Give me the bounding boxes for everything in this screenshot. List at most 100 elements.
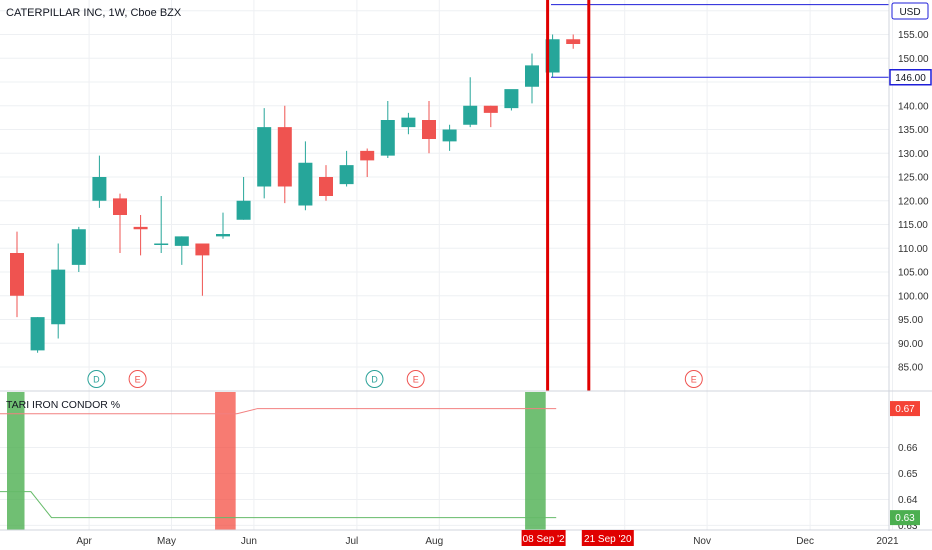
candle[interactable] — [442, 124, 457, 151]
badge-box — [521, 530, 566, 546]
badge-box — [889, 69, 932, 86]
indicator-line — [0, 491, 557, 519]
badge-label: 21 Sep '20 — [584, 534, 632, 545]
event-marker[interactable]: D — [365, 370, 384, 388]
indicator-value-badge: 0.67 — [890, 401, 920, 417]
horizontal-lines[interactable] — [551, 4, 889, 78]
badge-label: 08 Sep '2 — [523, 534, 565, 545]
time-tick-label: May — [157, 536, 176, 547]
candle[interactable] — [30, 317, 45, 353]
signal-bar-up — [525, 392, 546, 530]
event-marker[interactable]: D — [87, 370, 106, 388]
candle-body — [504, 89, 519, 109]
candle[interactable] — [422, 101, 436, 154]
candle[interactable] — [319, 165, 333, 201]
candle-body — [525, 65, 539, 87]
price-tick-label: 130.00 — [898, 149, 929, 160]
time-tick-label: Dec — [796, 536, 814, 547]
badge-box — [581, 530, 634, 546]
candle[interactable] — [133, 215, 148, 256]
price-tick-label: 100.00 — [898, 291, 929, 302]
candle[interactable] — [483, 105, 498, 128]
time-tick-label: Jul — [346, 536, 359, 547]
badge-box — [890, 401, 920, 417]
indicator-line — [0, 408, 557, 415]
candle-body — [339, 165, 354, 185]
price-tick-label: 95.00 — [898, 315, 923, 326]
time-tick-label: Nov — [693, 536, 711, 547]
candle-body — [92, 177, 107, 201]
candle-body — [277, 127, 292, 187]
indicator-axis[interactable]: 0.63 0.64 0.65 0.66 — [898, 443, 918, 532]
candle[interactable] — [360, 148, 375, 178]
candle[interactable] — [257, 108, 272, 199]
event-marker[interactable]: E — [406, 370, 425, 388]
candle[interactable] — [51, 243, 66, 339]
event-marker[interactable]: E — [684, 370, 703, 388]
price-tick-label: 115.00 — [898, 220, 928, 231]
candle[interactable] — [10, 231, 24, 318]
candle-body — [133, 226, 148, 230]
candle-body — [30, 317, 45, 351]
candle[interactable] — [195, 243, 210, 296]
indicator-title[interactable]: TARI IRON CONDOR % — [6, 399, 120, 411]
indicator-tick-label: 0.66 — [898, 443, 918, 454]
indicator-lines — [0, 408, 557, 519]
event-label: E — [691, 375, 697, 385]
price-tick-label: 135.00 — [898, 125, 929, 136]
badge-box — [890, 510, 920, 526]
candle-body — [51, 269, 66, 325]
candle[interactable] — [216, 212, 230, 239]
candle-body — [483, 105, 498, 113]
candle-body — [174, 236, 189, 246]
candle[interactable] — [154, 196, 169, 253]
symbol-title[interactable]: CATERPILLAR INC, 1W, Cboe BZX — [6, 7, 182, 19]
candle[interactable] — [92, 155, 107, 208]
grid — [0, 0, 893, 530]
candle[interactable] — [525, 53, 539, 104]
candle-body — [298, 162, 313, 206]
candle-body — [71, 229, 86, 265]
time-tick-label: Jun — [241, 536, 257, 547]
candle[interactable] — [380, 101, 395, 158]
price-tick-label: 140.00 — [898, 101, 929, 112]
candle-body — [360, 150, 375, 161]
candlestick-series[interactable] — [10, 34, 581, 353]
candle-body — [422, 120, 436, 139]
candle-body — [195, 243, 210, 256]
candle[interactable] — [504, 89, 519, 111]
indicator-tick-label: 0.63 — [898, 521, 918, 532]
candle[interactable] — [463, 77, 478, 128]
candle[interactable] — [339, 150, 354, 187]
candle[interactable] — [566, 34, 581, 49]
candle-body — [463, 105, 478, 125]
candle[interactable] — [174, 236, 189, 265]
candle[interactable] — [277, 105, 292, 204]
indicator-tick-label: 0.65 — [898, 469, 918, 480]
badge-label: 0.67 — [895, 404, 915, 415]
candle-body — [10, 253, 24, 296]
time-axis[interactable]: AprMayJunJulAugOctNovDec2021 — [76, 536, 899, 547]
event-circle — [128, 370, 147, 388]
price-axis[interactable]: 85.00 90.00 95.00 100.00 105.00 110.00 115.00 1… — [898, 6, 929, 373]
event-marker[interactable]: E — [128, 370, 147, 388]
candle[interactable] — [298, 141, 313, 211]
date-badge: 21 Sep '20 — [581, 530, 634, 546]
candle[interactable] — [236, 177, 251, 220]
indicator-signal-bars — [7, 392, 546, 530]
badge-label: 146.00 — [895, 73, 926, 84]
candle-body — [566, 39, 581, 44]
vertical-lines[interactable] — [546, 0, 591, 391]
candle[interactable] — [113, 193, 127, 253]
indicator-value-badge: 0.63 — [890, 510, 920, 526]
currency-label: USD — [899, 7, 920, 18]
price-tick-label: 155.00 — [898, 30, 929, 41]
candle-body — [319, 177, 333, 196]
currency-badge[interactable]: USD — [891, 2, 929, 20]
price-tick-label: 110.00 — [898, 244, 928, 255]
candle[interactable] — [401, 112, 416, 135]
candle[interactable] — [71, 226, 86, 272]
candle-body — [380, 120, 395, 156]
